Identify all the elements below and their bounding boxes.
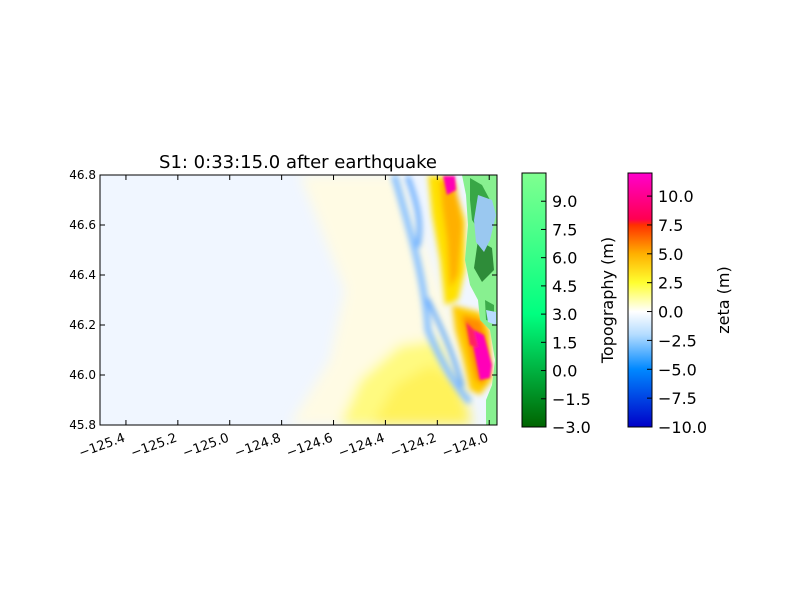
x-tick-label: −124.0 [440,431,490,462]
y-tick-label: 46.4 [69,268,96,282]
colorbar-zeta-label: zeta (m) [714,266,733,333]
colorbar-tick-label: 0.0 [658,303,683,322]
y-tick-label: 45.8 [69,418,96,432]
x-tick-label: −125.2 [129,431,179,462]
x-tick-label: −125.0 [181,431,231,462]
colorbar-topography: −3.0 −1.5 0.0 1.5 3.0 4.5 6.0 7.5 9.0 Topography… [521,172,617,437]
colorbar-tick-label: 5.0 [658,245,683,264]
colorbar-tick-label: 6.0 [552,249,577,268]
colorbar-tick-label: 3.0 [552,305,577,324]
colorbar-topography-gradient [521,172,547,428]
colorbar-tick-label: 9.0 [552,192,577,211]
colorbar-zeta: −10.0 −7.5 −5.0 −2.5 0.0 2.5 5.0 7.5 10.0 zeta (… [627,172,733,437]
colorbar-topography-ticks: −3.0 −1.5 0.0 1.5 3.0 4.5 6.0 7.5 9.0 [541,192,591,437]
colorbar-tick-label: 10.0 [658,187,694,206]
colorbar-tick-label: 0.0 [552,362,577,381]
x-tick-label: −124.4 [336,431,386,462]
chart-title: S1: 0:33:15.0 after earthquake [159,152,437,173]
colorbar-tick-label: −3.0 [552,418,591,437]
x-tick-label: −124.8 [233,431,283,462]
colorbar-tick-label: −2.5 [658,331,697,350]
y-axis: 45.8 46.0 46.2 46.4 46.6 46.8 [69,168,497,432]
colorbar-zeta-gradient [627,172,653,428]
colorbar-tick-label: −1.5 [552,390,591,409]
x-tick-label: −124.2 [388,431,438,462]
y-tick-label: 46.0 [69,368,96,382]
colorbar-tick-label: 4.5 [552,277,577,296]
x-tick-label: −125.4 [77,431,127,462]
colorbar-tick-label: −10.0 [658,418,707,437]
plot-frame [99,174,498,426]
colorbar-tick-label: 1.5 [552,333,577,352]
colorbar-topography-label: Topography (m) [598,237,617,364]
colorbar-tick-label: 2.5 [658,274,683,293]
y-tick-label: 46.8 [69,168,96,182]
x-tick-label: −124.6 [285,431,335,462]
colorbar-tick-label: 7.5 [658,216,683,235]
y-tick-label: 46.2 [69,318,96,332]
colorbar-tick-label: −7.5 [658,389,697,408]
y-tick-label: 46.6 [69,218,96,232]
colorbar-tick-label: 7.5 [552,220,577,239]
heatmap-field [100,175,497,425]
colorbar-zeta-ticks: −10.0 −7.5 −5.0 −2.5 0.0 2.5 5.0 7.5 10.0 [647,187,707,437]
colorbar-tick-label: −5.0 [658,360,697,379]
